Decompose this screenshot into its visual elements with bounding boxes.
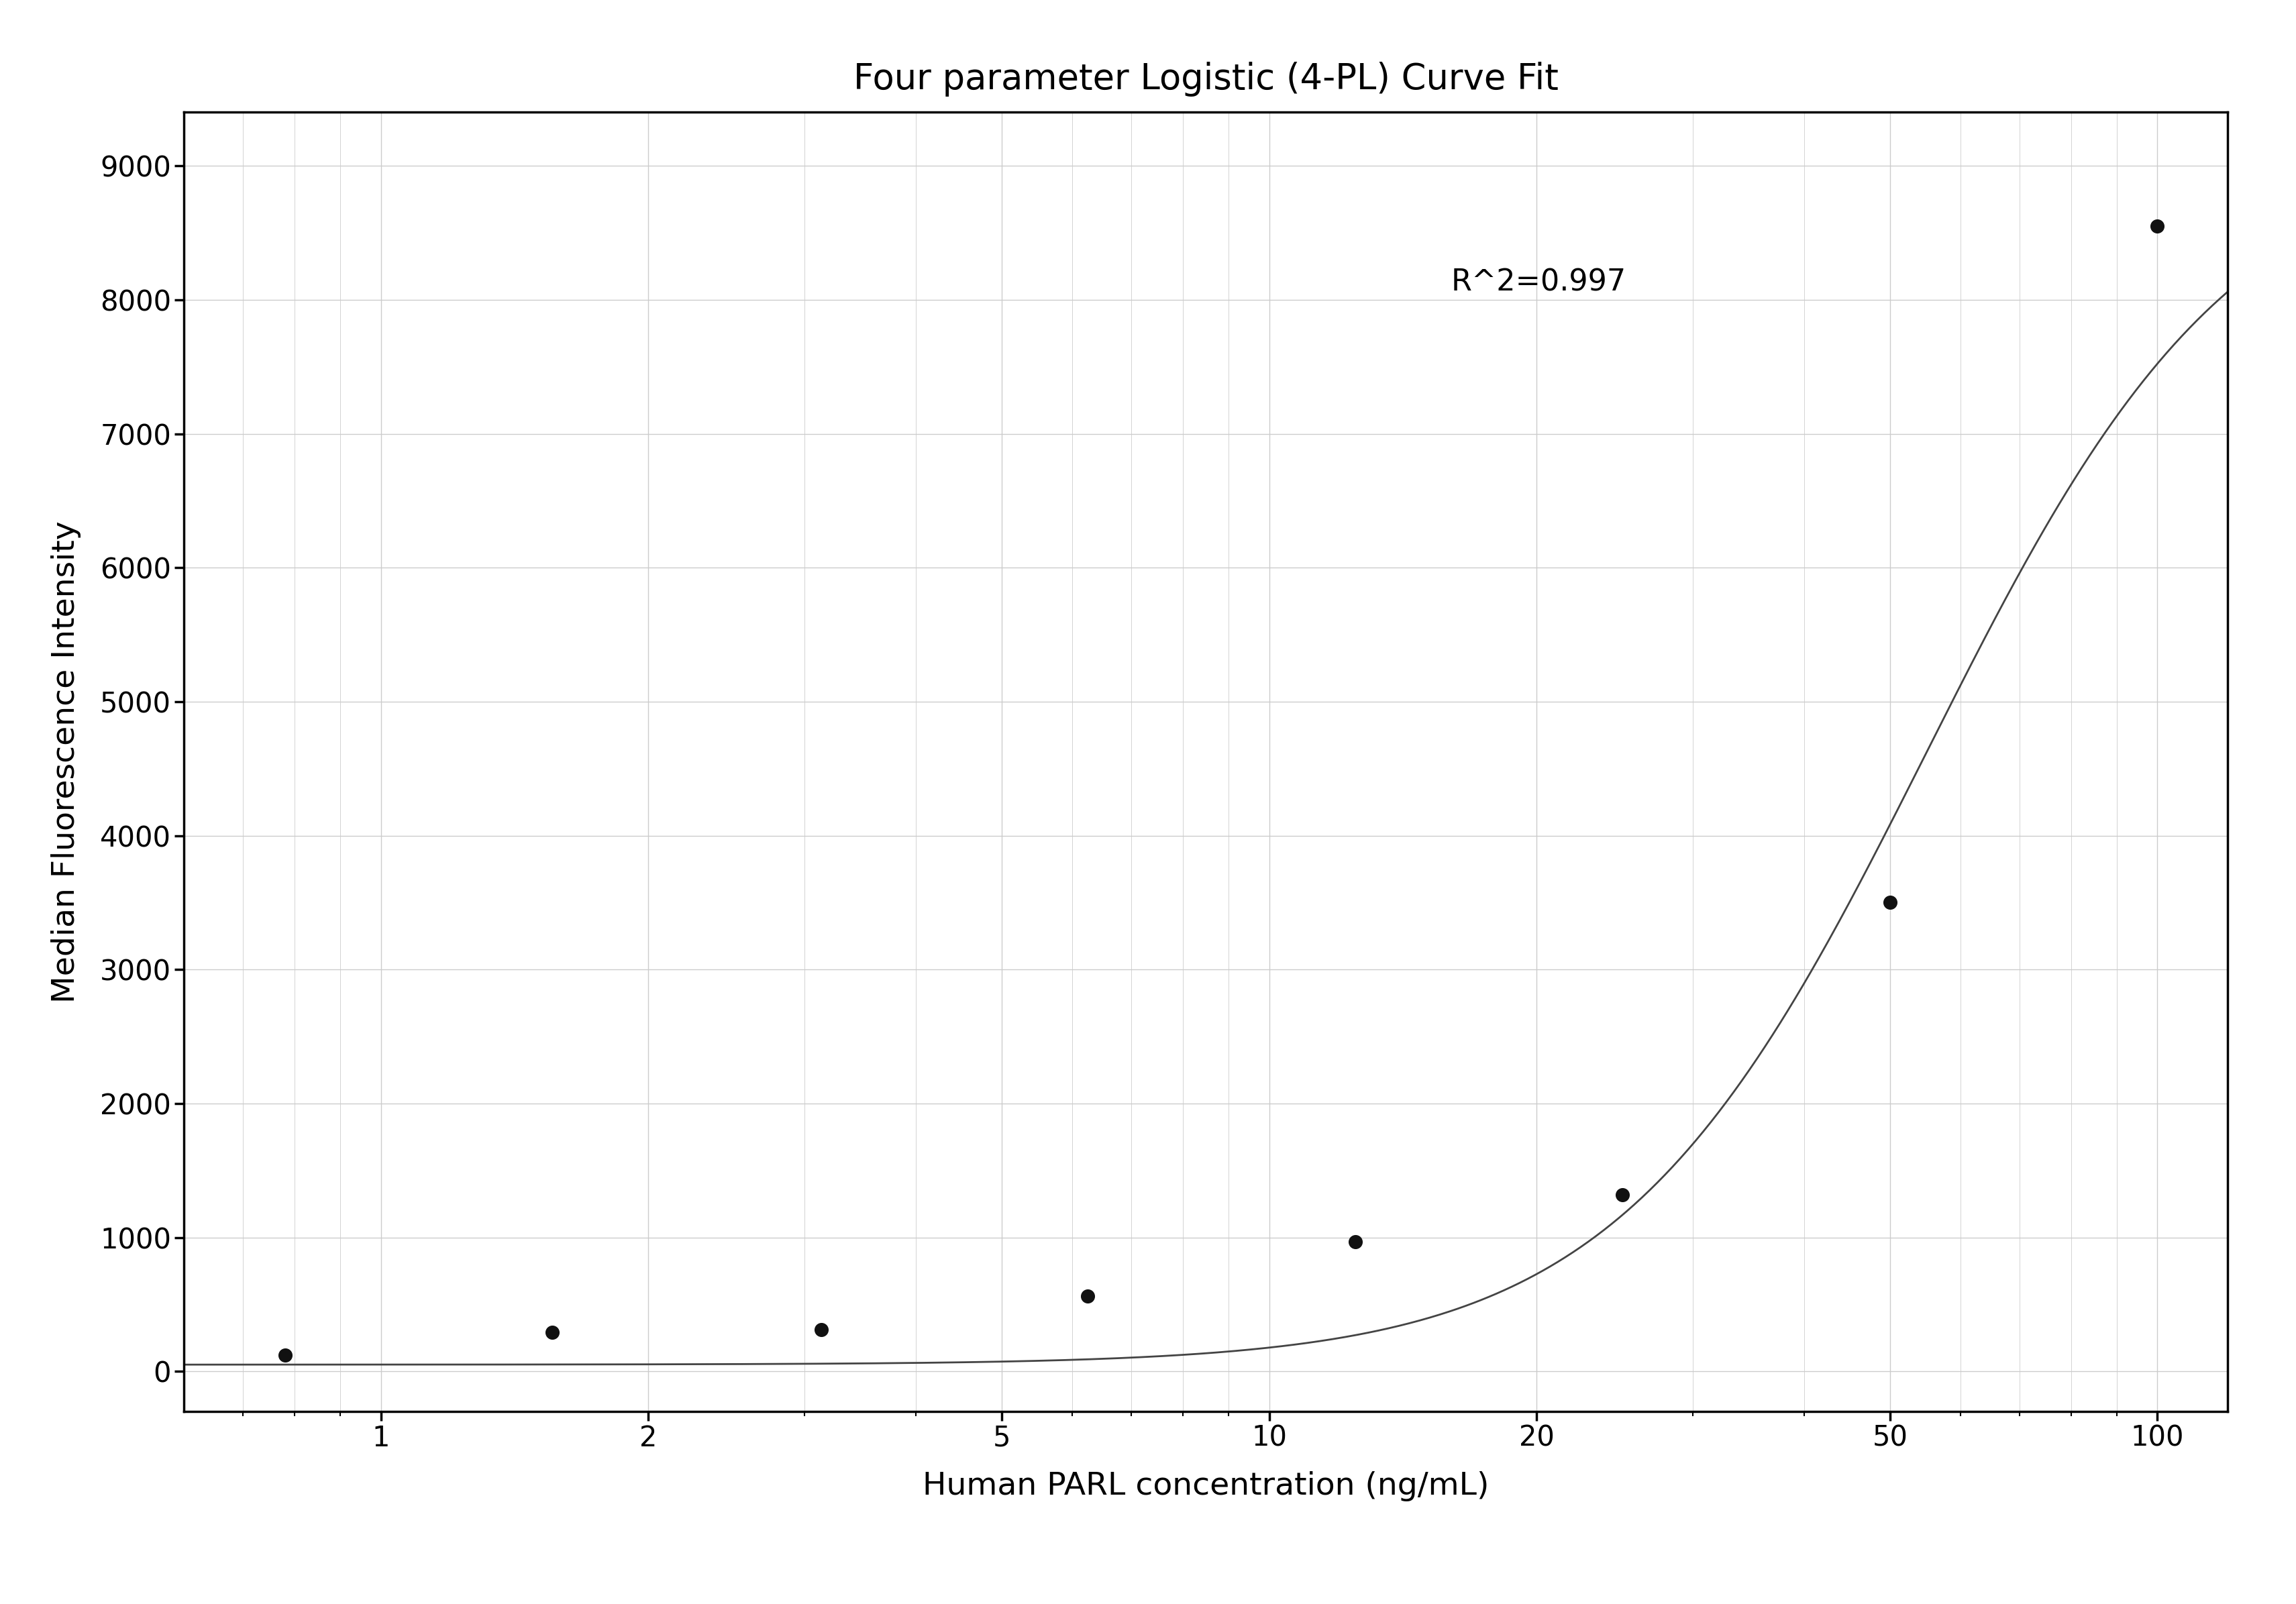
Point — [1605, 1182, 1642, 1208]
Point — [266, 1343, 303, 1368]
Point — [1336, 1229, 1373, 1254]
X-axis label: Human PARL concentration (ng/mL): Human PARL concentration (ng/mL) — [923, 1471, 1488, 1501]
Title: Four parameter Logistic (4-PL) Curve Fit: Four parameter Logistic (4-PL) Curve Fit — [852, 61, 1559, 96]
Point — [801, 1317, 838, 1343]
Y-axis label: Median Fluorescence Intensity: Median Fluorescence Intensity — [51, 521, 80, 1002]
Point — [2138, 213, 2174, 239]
Point — [1070, 1283, 1107, 1309]
Text: R^2=0.997: R^2=0.997 — [1451, 268, 1626, 297]
Point — [535, 1320, 572, 1346]
Point — [1871, 890, 1908, 916]
